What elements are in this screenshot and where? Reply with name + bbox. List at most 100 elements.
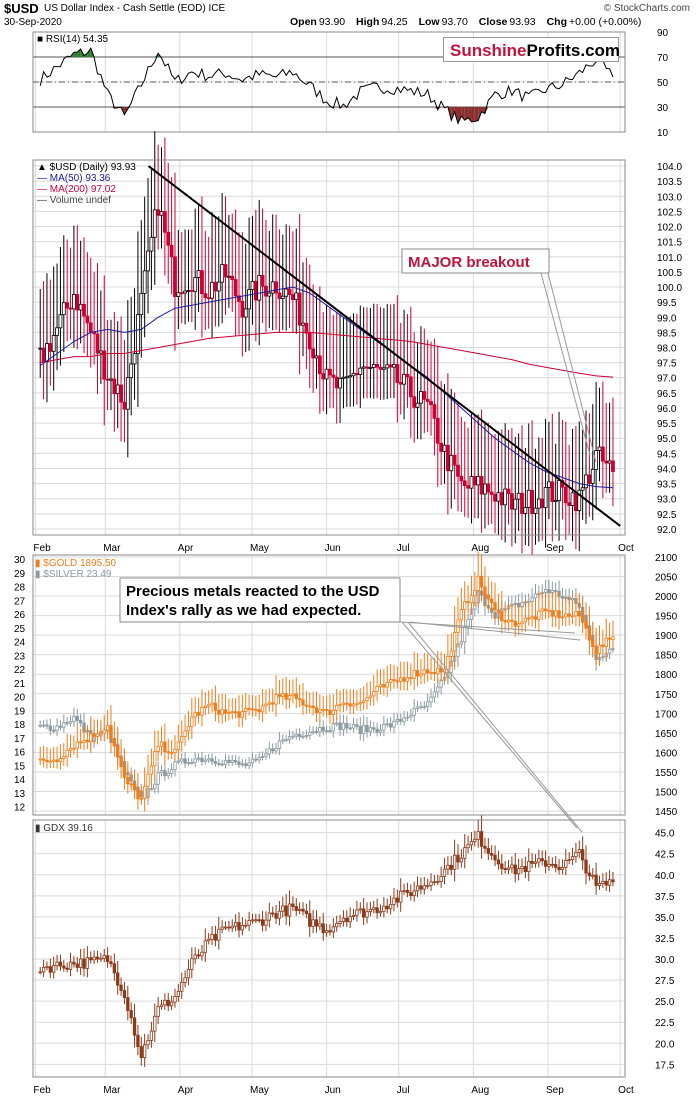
usd-candle — [449, 454, 454, 472]
usd-candle — [489, 491, 494, 495]
usd-candle — [72, 294, 76, 310]
usd-candle — [493, 493, 497, 502]
gdx-candle — [200, 951, 204, 957]
gdx-candle — [419, 885, 423, 890]
gold-candle — [382, 684, 386, 688]
usd-candle — [523, 507, 528, 514]
usd-candle — [41, 347, 46, 363]
gold-candle — [335, 704, 339, 711]
usd-candle — [132, 353, 137, 365]
gold-candle — [580, 615, 585, 623]
usd-month-label: Aug — [471, 543, 489, 554]
gdx-candle — [476, 831, 480, 840]
gdx-candle — [442, 868, 447, 877]
gdx-candle — [308, 913, 312, 927]
gdx-candle — [429, 881, 433, 886]
gold-candle — [419, 673, 423, 677]
gdx-month-label: Feb — [33, 1085, 51, 1096]
gold-candle — [321, 708, 325, 711]
gold-candle — [331, 709, 335, 715]
silver-candle — [304, 734, 309, 737]
gdx-candle — [250, 919, 255, 922]
gold-candle — [490, 598, 494, 603]
gdx-candle — [597, 883, 602, 886]
usd-candle — [506, 488, 511, 494]
silver-candle — [284, 739, 288, 742]
gdx-candle — [119, 984, 123, 991]
silver-candle — [220, 763, 224, 766]
gold-candle — [543, 608, 548, 612]
usd-candle — [412, 396, 417, 408]
gdx-candle — [550, 863, 554, 866]
gdx-month-label: May — [250, 1085, 269, 1096]
gold-candle — [496, 609, 501, 612]
low-label: Low — [418, 16, 440, 28]
silver-candle — [375, 728, 379, 733]
usd-candle — [321, 373, 326, 380]
silver-tick-label: 25 — [14, 624, 26, 635]
usd-ma200-line — [40, 331, 614, 378]
gdx-candle — [38, 971, 42, 974]
gold-candle — [506, 619, 511, 623]
gdx-candle — [368, 908, 373, 913]
gold-candle — [328, 710, 332, 715]
gold-candle — [587, 627, 592, 641]
usd-candle — [351, 372, 356, 377]
silver-tick-label: 12 — [14, 803, 26, 814]
usd-month-label: Jun — [325, 543, 341, 554]
gdx-month-label: Sep — [546, 1085, 564, 1096]
silver-candle — [399, 719, 403, 722]
gold-candle — [203, 705, 207, 708]
gdx-candle — [311, 919, 315, 927]
gdx-tick-label: 27.5 — [655, 976, 675, 987]
gold-candle — [213, 702, 218, 711]
gdx-candle — [577, 849, 581, 853]
silver-candle — [419, 706, 423, 709]
gdx-candle — [382, 905, 386, 912]
gdx-candle — [452, 854, 457, 870]
usd-candle — [611, 460, 615, 472]
silver-candle — [331, 723, 335, 732]
silver-candle — [412, 708, 416, 716]
gdx-candle — [284, 905, 288, 917]
gdx-panel-frame — [32, 819, 626, 1078]
gdx-candle — [456, 854, 460, 863]
usd-candle — [584, 474, 588, 489]
gold-candle — [415, 670, 420, 677]
usd-candle — [536, 498, 541, 509]
usd-candle — [206, 297, 211, 299]
gdx-candle — [365, 911, 369, 918]
gold-candle — [479, 575, 484, 588]
gdx-candle — [291, 903, 295, 907]
usd-candle — [149, 236, 154, 252]
gold-tick-label: 1650 — [655, 729, 678, 740]
stockcharts-brand[interactable]: © StockCharts.com — [603, 3, 690, 14]
usd-candle — [284, 288, 289, 297]
gdx-candle — [385, 905, 389, 910]
silver-candle — [543, 588, 548, 593]
gold-candle — [297, 698, 302, 701]
gold-candle — [560, 616, 565, 619]
usd-candle — [51, 335, 56, 352]
gold-candle — [207, 704, 211, 707]
close-label: Close — [478, 16, 508, 28]
open-label: Open — [290, 16, 317, 28]
gdx-candle — [446, 864, 450, 870]
gold-candle — [574, 611, 578, 617]
silver-candle — [527, 600, 531, 603]
usd-candle — [68, 307, 73, 310]
gdx-candle — [156, 1006, 160, 1017]
usd-candle — [442, 444, 447, 452]
silver-candle — [314, 731, 319, 733]
gold-candle — [89, 733, 93, 743]
silver-candle — [233, 760, 238, 763]
usd-candle — [250, 280, 255, 290]
gdx-tick-label: 17.5 — [655, 1060, 675, 1071]
silver-tick-label: 26 — [14, 610, 26, 621]
rsi-panel-frame — [32, 31, 626, 133]
silver-candle — [213, 761, 218, 764]
gold-candle — [210, 702, 214, 706]
usd-candle — [129, 363, 134, 379]
gold-candle — [129, 783, 133, 786]
